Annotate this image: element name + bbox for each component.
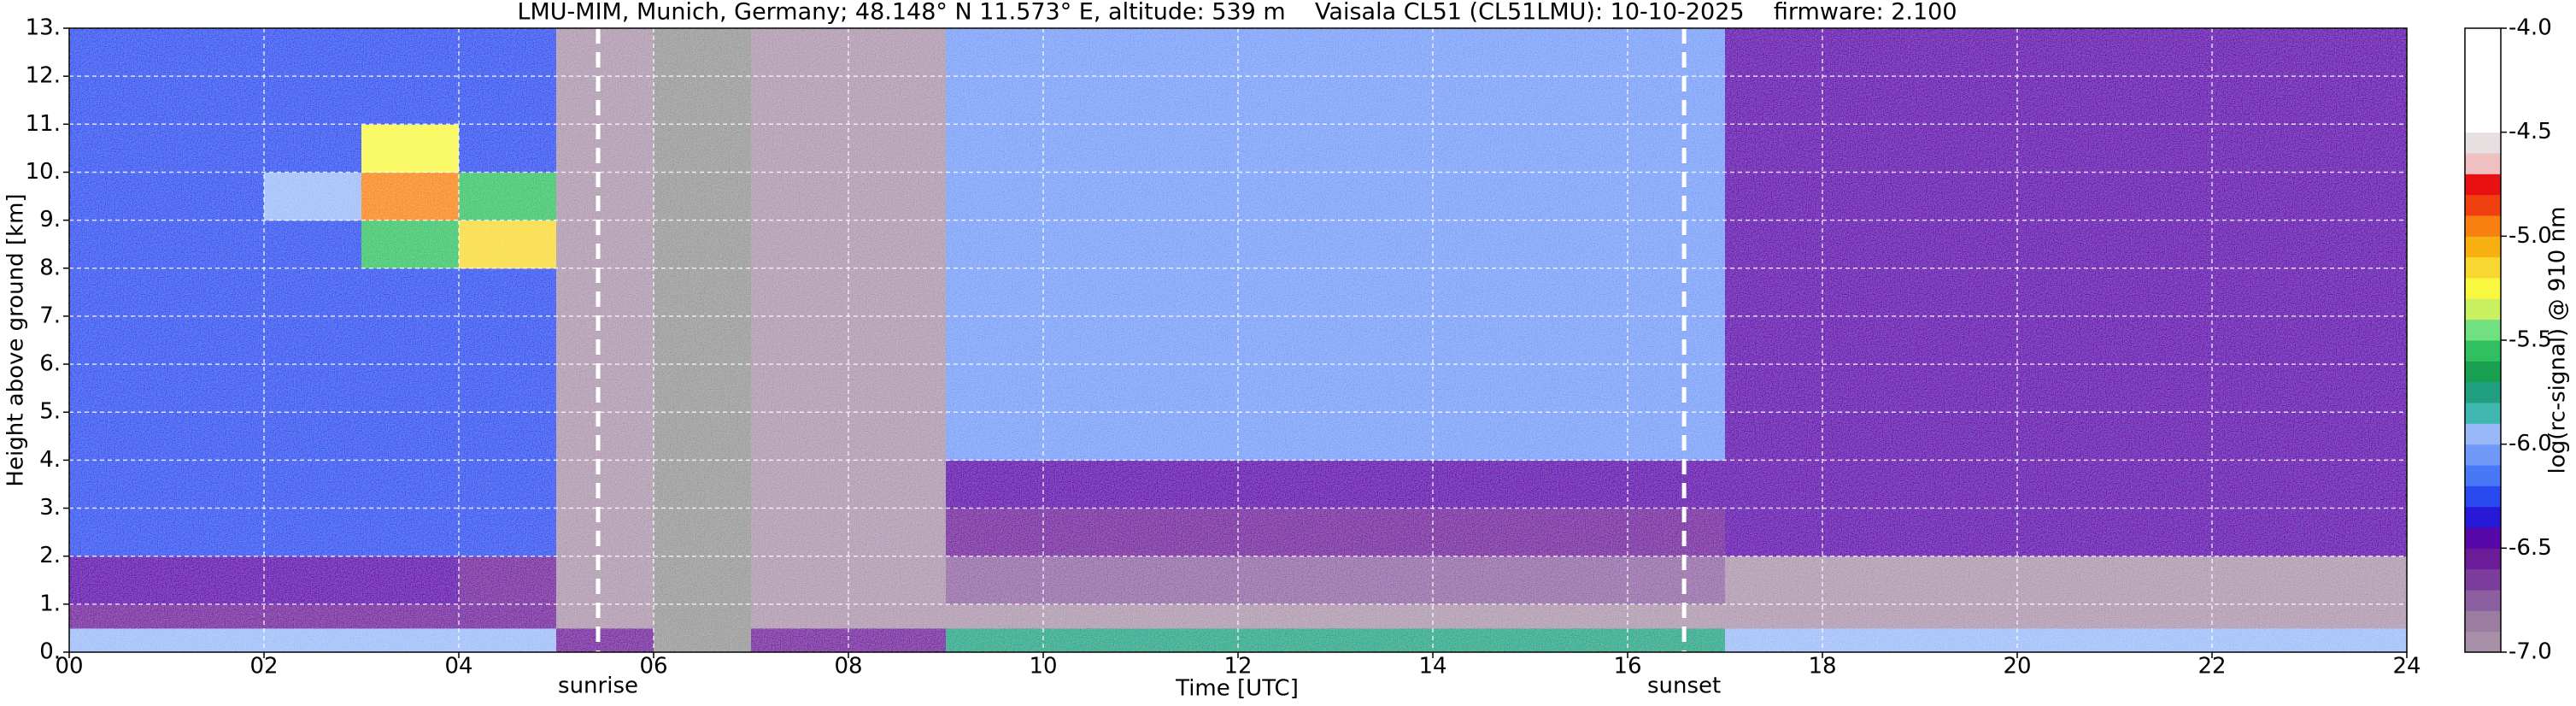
colorbar-segment — [2465, 256, 2501, 279]
x-axis-label: Time [UTC] — [1175, 676, 1299, 702]
y-tick-label: 6. — [39, 351, 61, 377]
colorbar-segment — [2465, 132, 2501, 154]
colorbar-segment — [2465, 590, 2501, 611]
y-tick-label: 2. — [39, 543, 61, 568]
colorbar-tick-label: -4.0 — [2509, 15, 2552, 41]
y-tick-label: 0. — [39, 639, 61, 665]
colorbar-tick-label: -6.0 — [2509, 431, 2552, 456]
y-tick-label: 10. — [26, 159, 61, 185]
y-tick-label: 5. — [39, 399, 61, 425]
x-tick-label: 20 — [2003, 654, 2031, 680]
colorbar-segment — [2465, 485, 2501, 508]
colorbar-tick-label: -5.0 — [2509, 223, 2552, 249]
annotation-label: sunrise — [558, 674, 638, 699]
colorbar-tick-label: -6.5 — [2509, 535, 2552, 561]
colorbar-segment — [2465, 527, 2501, 549]
colorbar-segment — [2465, 340, 2501, 362]
x-tick-label: 18 — [1808, 654, 1836, 680]
colorbar-segment — [2465, 194, 2501, 216]
x-tick-label: 10 — [1029, 654, 1057, 680]
colorbar-segment — [2465, 298, 2501, 321]
x-tick-label: 24 — [2392, 654, 2421, 680]
y-tick-label: 4. — [39, 447, 61, 473]
y-tick-label: 1. — [39, 591, 61, 616]
x-tick-label: 08 — [834, 654, 862, 680]
plot-frame — [68, 27, 2408, 653]
colorbar-segment — [2465, 28, 2501, 50]
colorbar-tick-label: -5.5 — [2509, 327, 2552, 353]
y-tick-label: 11. — [26, 111, 61, 137]
colorbar-segment — [2465, 610, 2501, 632]
colorbar-segment — [2465, 506, 2501, 528]
colorbar-segment — [2465, 174, 2501, 196]
x-tick-label: 14 — [1418, 654, 1446, 680]
colorbar-segment — [2465, 381, 2501, 403]
colorbar-segment — [2465, 111, 2501, 133]
colorbar-segment — [2465, 153, 2501, 174]
y-tick-label: 13. — [26, 15, 61, 41]
colorbar-segment — [2465, 236, 2501, 258]
colorbar-segment — [2465, 403, 2501, 424]
colorbar-segment — [2465, 69, 2501, 91]
colorbar-segment — [2465, 215, 2501, 237]
x-tick-label: 06 — [639, 654, 667, 680]
x-tick-label: 04 — [444, 654, 472, 680]
y-tick-label: 3. — [39, 495, 61, 521]
colorbar-segment — [2465, 91, 2501, 112]
x-tick-label: 00 — [55, 654, 83, 680]
colorbar-segment — [2465, 49, 2501, 71]
y-tick-label: 7. — [39, 303, 61, 328]
colorbar-segment — [2465, 568, 2501, 591]
colorbar-segment — [2465, 278, 2501, 299]
colorbar-segment — [2465, 444, 2501, 466]
x-tick-label: 12 — [1223, 654, 1252, 680]
x-tick-label: 22 — [2198, 654, 2226, 680]
colorbar-segment — [2465, 465, 2501, 486]
colorbar-segment — [2465, 548, 2501, 570]
colorbar-tick-label: -7.0 — [2509, 639, 2552, 665]
colorbar-label: log(rc-signal) @ 910 nm — [2545, 207, 2571, 474]
annotation-label: sunset — [1647, 674, 1721, 699]
chart-title: LMU-MIM, Munich, Germany; 48.148° N 11.5… — [517, 0, 1957, 26]
colorbar-segment — [2465, 423, 2501, 445]
colorbar-segment — [2465, 361, 2501, 383]
colorbar-segment — [2465, 319, 2501, 341]
colorbar-segment — [2465, 631, 2501, 653]
y-tick-label: 9. — [39, 207, 61, 232]
colorbar-tick-label: -4.5 — [2509, 119, 2552, 144]
y-axis-label: Height above ground [km] — [3, 193, 29, 486]
x-tick-label: 16 — [1613, 654, 1641, 680]
x-tick-label: 02 — [249, 654, 278, 680]
y-tick-label: 8. — [39, 255, 61, 280]
y-tick-label: 12. — [26, 63, 61, 89]
